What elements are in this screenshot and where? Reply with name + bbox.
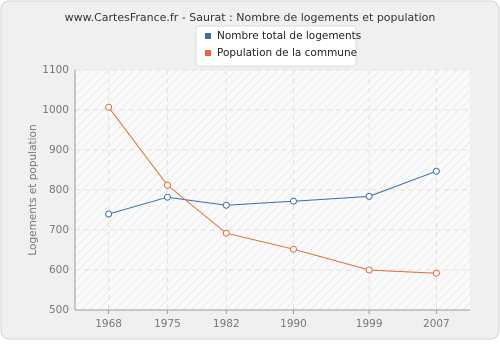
- legend-swatch: [205, 50, 211, 56]
- data-point: [163, 193, 171, 201]
- data-point: [105, 210, 113, 218]
- series-line: [108, 170, 437, 215]
- y-axis-label: Logements et population: [27, 124, 39, 255]
- x-tick-label: 1999: [356, 318, 383, 330]
- x-tick-label: 1982: [213, 318, 240, 330]
- x-tick-label: 1975: [154, 318, 181, 330]
- y-tick-label: 1100: [42, 64, 69, 76]
- data-point: [290, 245, 298, 253]
- data-point: [432, 167, 440, 175]
- data-point: [222, 201, 230, 209]
- data-point: [105, 103, 113, 111]
- y-tick-label: 900: [49, 144, 69, 156]
- y-tick-label: 800: [49, 184, 69, 196]
- series-line: [108, 106, 437, 274]
- y-tick-label: 1000: [42, 104, 69, 116]
- x-tick-label: 1990: [280, 318, 307, 330]
- data-point: [222, 229, 230, 237]
- data-point: [365, 266, 373, 274]
- y-tick-label: 500: [49, 304, 69, 316]
- x-tick-label: 1968: [95, 318, 122, 330]
- legend-label: Population de la commune: [217, 47, 357, 59]
- chart-title: www.CartesFrance.fr - Saurat : Nombre de…: [65, 11, 436, 24]
- data-point: [163, 181, 171, 189]
- y-tick-label: 600: [49, 264, 69, 276]
- data-point: [365, 192, 373, 200]
- data-point: [290, 197, 298, 205]
- x-tick-label: 2007: [423, 318, 450, 330]
- legend-label: Nombre total de logements: [217, 30, 361, 42]
- y-tick-label: 700: [49, 224, 69, 236]
- data-point: [432, 269, 440, 277]
- legend: [195, 25, 357, 67]
- legend-swatch: [205, 33, 211, 39]
